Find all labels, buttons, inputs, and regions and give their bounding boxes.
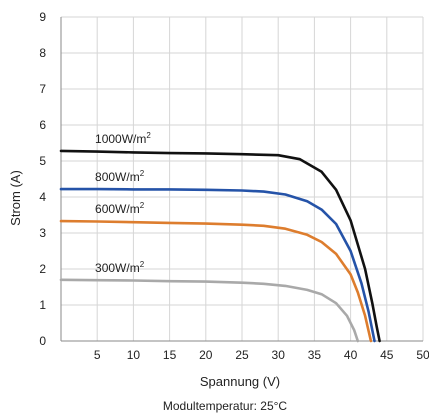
series-line-1	[59, 187, 376, 343]
series-label-2: 600W/m2	[95, 201, 145, 216]
x-tick-label: 25	[235, 348, 249, 362]
series-label-1: 800W/m2	[95, 169, 145, 184]
y-tick-label: 5	[39, 154, 46, 168]
series-labels: 1000W/m2 800W/m2 600W/m2 300W/m2	[95, 131, 151, 275]
y-tick-label: 4	[39, 190, 46, 204]
series-line-3	[59, 278, 360, 343]
temperature-note: Modultemperatur: 25°C	[163, 399, 288, 413]
x-tick-label: 50	[416, 348, 429, 362]
series-lines	[59, 149, 381, 343]
axes	[60, 17, 423, 342]
series-label-0: 1000W/m2	[95, 131, 151, 146]
y-tick-label: 7	[39, 82, 46, 96]
x-axis-label: Spannung (V)	[200, 374, 280, 389]
y-axis-label: Strom (A)	[8, 170, 23, 226]
x-tick-label: 40	[344, 348, 358, 362]
series-label-3: 300W/m2	[95, 260, 145, 275]
series-line-0	[59, 149, 381, 343]
y-tick-label: 6	[39, 118, 46, 132]
x-tick-label: 35	[308, 348, 322, 362]
y-tick-label: 1	[39, 298, 46, 312]
x-tick-label: 10	[127, 348, 141, 362]
y-tick-label: 9	[39, 10, 46, 24]
x-tick-label: 20	[199, 348, 213, 362]
y-tick-label: 0	[39, 334, 46, 348]
x-tick-label: 15	[163, 348, 177, 362]
y-tick-label: 2	[39, 262, 46, 276]
x-tick-label: 5	[94, 348, 101, 362]
x-tick-label: 45	[380, 348, 394, 362]
y-tick-label: 8	[39, 46, 46, 60]
y-tick-label: 3	[39, 226, 46, 240]
x-tick-label: 30	[272, 348, 286, 362]
series-line-2	[59, 219, 373, 343]
